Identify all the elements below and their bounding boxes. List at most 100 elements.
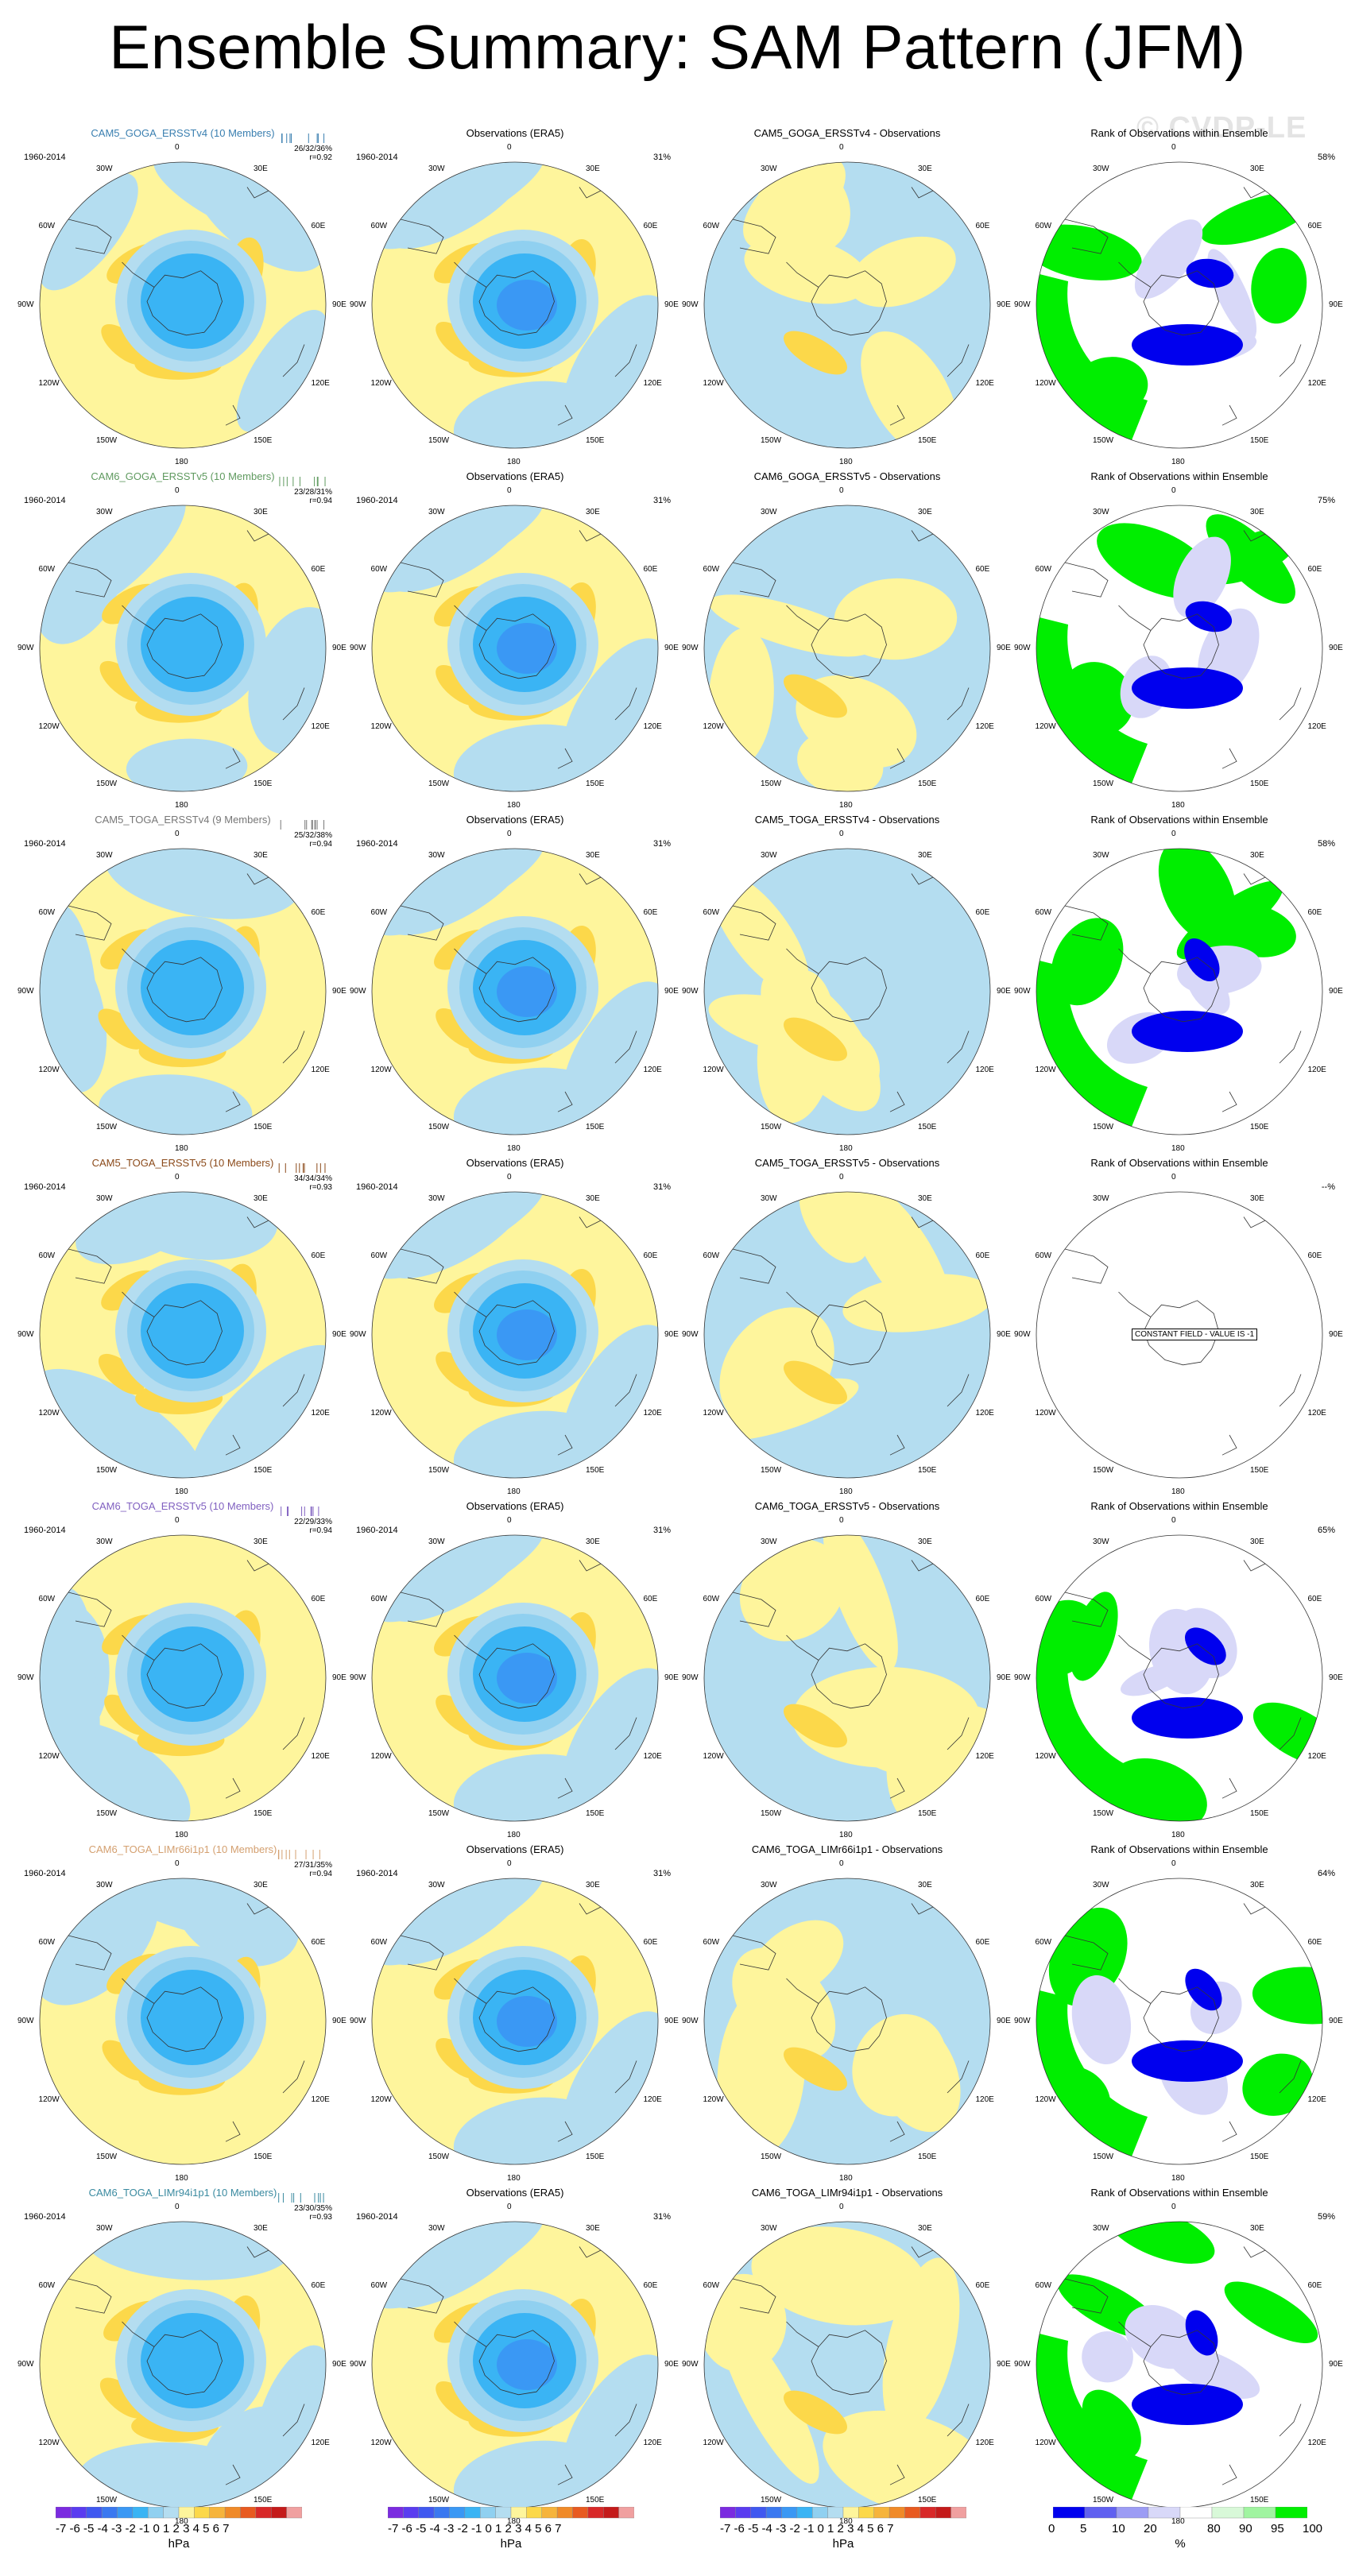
longitude-label: 0: [1171, 486, 1176, 495]
longitude-label: 180: [507, 458, 521, 466]
longitude-label: 30W: [96, 850, 113, 860]
positive-anomaly-light: [849, 236, 956, 307]
coastline-south-america: [400, 1592, 444, 1627]
colorbar-swatch: [101, 2506, 118, 2519]
coastline-australia: [947, 1031, 970, 1064]
coastline-south-america: [400, 905, 444, 941]
positive-anomaly: [784, 674, 847, 718]
longitude-label: 60W: [38, 908, 56, 917]
rank-title: Rank of Observations within Ensemble: [1090, 1500, 1268, 1512]
longitude-label: 60W: [370, 2281, 388, 2290]
longitude-label: 60E: [1307, 1938, 1322, 1947]
longitude-label: 150W: [1093, 2496, 1114, 2505]
rank-low: [1132, 2384, 1243, 2425]
longitude-label: 0: [175, 143, 180, 152]
coastline-australia: [947, 2060, 970, 2094]
longitude-label: 120W: [703, 722, 724, 731]
longitude-label: 90W: [17, 644, 34, 652]
colorbar-swatch: [117, 2506, 134, 2519]
longitude-label: 120W: [370, 1066, 392, 1074]
longitude-label: 120E: [311, 2439, 330, 2447]
longitude-label: 90W: [17, 1330, 34, 1339]
longitude-label: 0: [1171, 1173, 1176, 1182]
colorbar-swatch: [1116, 2506, 1149, 2519]
longitude-label: 90W: [350, 987, 366, 996]
coastline-new-zealand: [225, 1777, 241, 1799]
coastline-new-zealand: [557, 1777, 573, 1799]
negative-anomaly-light: [40, 172, 138, 291]
colorbar-swatch: [1243, 2506, 1276, 2519]
longitude-label: 90E: [997, 300, 1011, 309]
ensemble-mean-panel: 1960-2014 27/31/35% r=0.94 CAM6_TOGA_LIMr66…: [16, 1837, 350, 2183]
longitude-label: 60W: [38, 222, 56, 230]
negative-anomaly-light: [561, 2354, 658, 2501]
polar-map: [1036, 161, 1323, 449]
pattern-correlation: r=0.93: [309, 2213, 332, 2222]
longitude-label: 60W: [1035, 2281, 1052, 2290]
coastline-new-zealand: [225, 404, 241, 426]
longitude-label: 180: [507, 1831, 521, 1839]
coastline-antarctica: [811, 1300, 887, 1366]
coastline-antarctica: [1143, 1986, 1219, 2052]
longitude-label: 60E: [311, 565, 326, 574]
coastline-south-america: [400, 2278, 444, 2314]
longitude-label: 30E: [1250, 1880, 1264, 1889]
longitude-label: 180: [1171, 2517, 1185, 2526]
longitude-label: 30E: [1250, 850, 1264, 860]
positive-anomaly: [784, 1017, 847, 1062]
colorbar-swatch: [888, 2506, 905, 2519]
negative-anomaly-light: [190, 1344, 326, 1478]
rank-low: [1185, 2310, 1218, 2356]
map-boundary: [39, 1878, 327, 2165]
coastline-australia: [282, 344, 305, 377]
coastline-peninsula: [122, 2321, 155, 2347]
colorbar-swatch: [178, 2506, 195, 2519]
longitude-label: 60W: [703, 222, 720, 230]
map-boundary: [371, 1878, 659, 2165]
longitude-label: 90E: [1329, 1673, 1343, 1682]
longitude-label: 180: [839, 458, 853, 466]
colorbar-swatch: [403, 2506, 419, 2519]
ensemble-mean-panel: 1960-2014 23/30/35% r=0.93 CAM6_TOGA_LIMr94…: [16, 2180, 350, 2526]
coastline-africa: [246, 2246, 269, 2258]
difference-title: CAM6_TOGA_LIMr94i1p1 - Observations: [751, 2187, 943, 2199]
longitude-label: 150W: [96, 1466, 118, 1476]
longitude-label: 150E: [918, 2496, 937, 2505]
period-label: 1960-2014: [24, 153, 66, 162]
coastline-new-zealand: [1221, 404, 1237, 426]
longitude-label: 180: [839, 1831, 853, 1839]
polar-map: [1036, 848, 1323, 1135]
coastline-new-zealand: [225, 2464, 241, 2485]
rank-low: [1184, 1627, 1226, 1665]
colorbar-swatch: [750, 2506, 767, 2519]
colorbar-unit: hPa: [168, 2537, 190, 2551]
longitude-label: 60W: [370, 222, 388, 230]
rank-percent: --%: [1321, 1182, 1335, 1192]
longitude-label: 0: [1171, 1859, 1176, 1868]
rank-high: [1176, 880, 1283, 960]
longitude-label: 120E: [643, 1066, 662, 1074]
longitude-label: 120W: [370, 1752, 392, 1761]
colorbar-swatch: [572, 2506, 589, 2519]
coastline-south-america: [732, 219, 776, 254]
positive-anomaly-light: [834, 578, 958, 660]
polar-map: [703, 161, 991, 449]
colorbar-swatch: [842, 2506, 859, 2519]
longitude-label: 180: [175, 1144, 188, 1153]
longitude-label: 120E: [643, 2095, 662, 2104]
longitude-label: 120W: [370, 379, 392, 388]
positive-anomaly: [784, 1704, 847, 1748]
longitude-label: 90E: [664, 1330, 679, 1339]
colorbar-swatch: [510, 2506, 527, 2519]
longitude-label: 30W: [761, 1537, 777, 1546]
coastline-south-america: [732, 562, 776, 598]
negative-anomaly-light: [561, 981, 658, 1127]
longitude-label: 30E: [586, 1193, 600, 1203]
longitude-label: 120E: [1307, 2439, 1326, 2447]
rank-title: Rank of Observations within Ensemble: [1090, 1843, 1268, 1855]
longitude-label: 180: [839, 801, 853, 810]
longitude-label: 150W: [1093, 1123, 1114, 1132]
page-title: Ensemble Summary: SAM Pattern (JFM): [109, 12, 1246, 82]
polar-map: [371, 848, 659, 1135]
coastline-antarctica: [811, 1643, 887, 1709]
